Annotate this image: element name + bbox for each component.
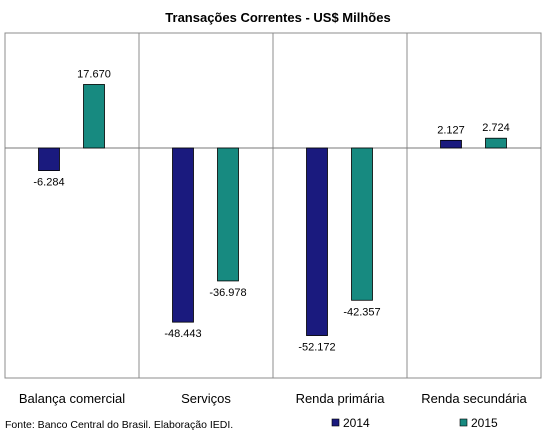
legend-swatch-2014 [331, 418, 340, 427]
category-labels: Balança comercial Serviços Renda primária R… [19, 391, 528, 406]
bar-2014-3 [306, 147, 328, 336]
category-label: Renda primária [296, 391, 386, 406]
value-label: -6.284 [33, 177, 64, 189]
category-label: Balança comercial [19, 391, 125, 406]
bars [38, 84, 507, 336]
value-labels: -6.284 17.670 -48.443 -36.978 -52.172 -42.357… [33, 68, 509, 353]
legend: 2014 2015 [331, 416, 498, 430]
value-label: -42.357 [343, 306, 380, 318]
bar-2015-3 [351, 147, 373, 301]
value-label: 2.724 [482, 122, 510, 134]
category-separators [138, 33, 408, 378]
category-label: Serviços [181, 391, 231, 406]
category-label: Renda secundária [421, 391, 527, 406]
value-label: -52.172 [298, 342, 335, 354]
bar-2014-1 [38, 147, 60, 171]
legend-label-2015: 2015 [471, 416, 498, 430]
bar-2014-4 [440, 139, 462, 149]
value-label: -36.978 [209, 287, 246, 299]
legend-swatch-2015 [459, 418, 468, 427]
legend-label-2014: 2014 [343, 416, 370, 430]
bar-2015-2 [217, 147, 239, 282]
bar-2015-1 [83, 84, 105, 149]
value-label: 17.670 [77, 68, 111, 80]
bar-2015-4 [485, 137, 507, 149]
source-note: Fonte: Banco Central do Brasil. Elaboraç… [5, 419, 233, 431]
bar-2014-2 [172, 147, 194, 323]
value-label: 2.127 [437, 124, 465, 136]
value-label: -48.443 [164, 328, 201, 340]
chart-title: Transações Correntes - US$ Milhões [165, 10, 390, 25]
